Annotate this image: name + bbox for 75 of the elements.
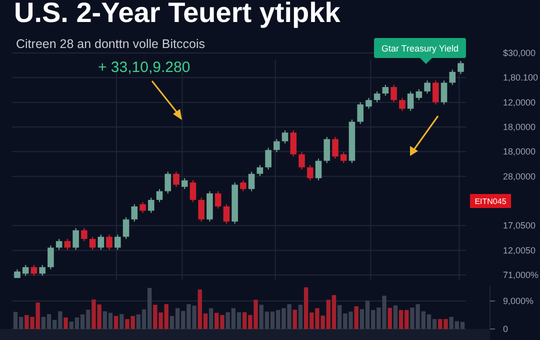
candlestick [48, 244, 54, 270]
text: $30,000 [503, 48, 536, 58]
bar [388, 308, 392, 329]
candlestick [72, 228, 79, 250]
candlestick [122, 216, 130, 240]
candlestick [156, 188, 163, 203]
candlestick [274, 138, 280, 153]
candlestick [407, 90, 414, 112]
bar [64, 317, 68, 329]
candlestick [424, 80, 430, 94]
candlestick [366, 97, 372, 110]
y-tick-label: 9,000% [503, 296, 534, 306]
bar [292, 310, 297, 329]
candlestick [265, 147, 272, 170]
candlestick [399, 97, 406, 112]
text: 18,0000 [503, 146, 536, 157]
text: EITN045 [474, 197, 507, 206]
chart-subtitle: Citreen 28 an donttn volle Bitccois [16, 37, 205, 51]
candlestick [432, 80, 439, 105]
candlestick [440, 80, 448, 105]
candlestick [458, 60, 464, 75]
text: 28,0000 [503, 171, 536, 182]
candlestick [22, 264, 29, 276]
bar [393, 305, 398, 329]
candlestick [190, 180, 196, 203]
candlestick [198, 197, 204, 222]
candlestick [340, 152, 347, 164]
candlestick [30, 264, 38, 276]
candlestick [114, 234, 121, 250]
candlestick [290, 130, 297, 157]
candlestick [374, 90, 380, 103]
candlestick [39, 264, 46, 276]
candlestick [282, 130, 288, 144]
text: 1,80.100 [503, 72, 538, 83]
text: 18,0000 [503, 122, 536, 132]
text: 71,000% [503, 270, 539, 280]
bar [114, 316, 118, 329]
candlestick [173, 171, 180, 188]
candlestick [81, 228, 88, 242]
annotation: + 33,10,9.280 [98, 59, 190, 76]
candlestick [416, 88, 422, 101]
candlestick [223, 204, 230, 224]
candlestick [315, 158, 322, 181]
bar [120, 314, 124, 329]
candlestick [98, 234, 104, 250]
candlestick [106, 234, 112, 250]
candlestick [214, 190, 222, 210]
chart-title: U.S. 2-Year Teuert ytipkk [14, 0, 341, 28]
candlestick [240, 180, 246, 192]
candlestick [390, 84, 397, 103]
text: 12,0000 [503, 97, 536, 108]
candlestick [148, 197, 154, 214]
candlestick [298, 152, 305, 170]
candlestick [248, 171, 255, 192]
candlestick [181, 178, 188, 190]
candlestick [382, 84, 389, 96]
candlestick [140, 202, 146, 214]
y-tick-label: 0 [503, 324, 508, 334]
candlestick [56, 238, 62, 250]
candlestick [89, 236, 96, 250]
text: 17,0500 [503, 220, 536, 231]
candlestick [357, 102, 364, 124]
candlestick [324, 136, 330, 164]
candlestick [332, 136, 338, 160]
bar [354, 306, 358, 329]
candlestick [131, 204, 138, 222]
candlestick [64, 238, 71, 250]
text: 12,0050 [503, 245, 536, 256]
text: Gtar Treasury Yield [381, 44, 459, 54]
bar [208, 308, 214, 329]
candlestick [449, 69, 456, 86]
candlestick [256, 164, 264, 177]
bar [298, 304, 303, 329]
candlestick [306, 164, 314, 181]
candlestick [164, 171, 172, 194]
